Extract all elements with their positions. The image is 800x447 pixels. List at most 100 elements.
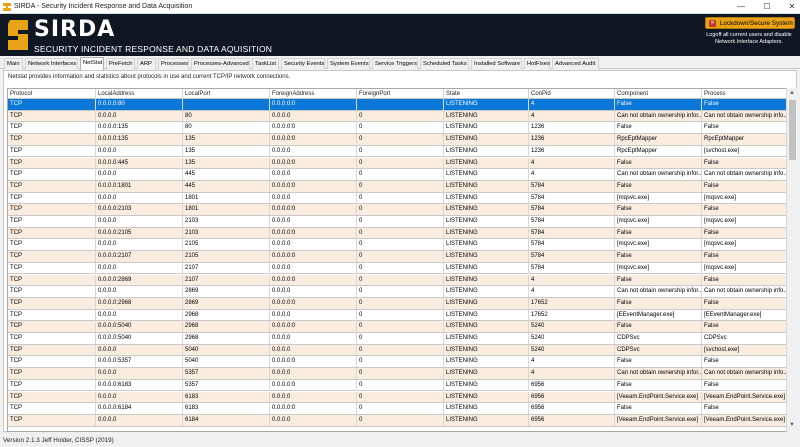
tab-service-triggers[interactable]: Service Triggers <box>372 58 418 69</box>
column-header-component[interactable]: Component <box>615 89 702 99</box>
cell-state: LISTENING <box>444 204 529 216</box>
scroll-down-icon[interactable]: ▼ <box>789 422 795 428</box>
table-row[interactable]: TCP 0.0.0.0:2968 2869 0.0.0.0:0 0 LISTENING 17… <box>8 297 786 310</box>
column-header-protocol[interactable]: Protocol <box>8 89 96 99</box>
table-row[interactable]: TCP 0.0.0.0:2105 2103 0.0.0.0:0 0 LISTENING 57… <box>8 227 786 240</box>
cell-process: Can not obtain ownership info... <box>702 169 786 180</box>
column-header-foreignaddress[interactable]: ForeignAddress <box>270 89 357 99</box>
scrollbar-thumb[interactable] <box>789 100 796 160</box>
lockdown-button[interactable]: ✕ Lockdown/Secure System <box>705 17 795 29</box>
cell-localaddress: 0.0.0.0 <box>96 169 183 181</box>
cell-foreignaddress: 0.0.0.0 <box>270 344 357 356</box>
tab-scheduled-tasks[interactable]: Scheduled Tasks <box>420 58 469 69</box>
cell-protocol: TCP <box>8 391 96 403</box>
table-row[interactable]: TCP 0.0.0.0 2968 0.0.0.0 0 LISTENING 17652 [EEv… <box>8 309 786 322</box>
cell-protocol: TCP <box>8 145 96 157</box>
vertical-scrollbar[interactable]: ▲ ▼ <box>786 88 797 432</box>
cell-localaddress: 0.0.0.0:2103 <box>96 204 183 216</box>
table-row[interactable]: TCP 0.0.0.0:2103 1801 0.0.0.0:0 0 LISTENING 57… <box>8 204 786 216</box>
tab-installed-software[interactable]: Installed Software <box>471 58 522 69</box>
scroll-up-icon[interactable]: ▲ <box>789 90 795 96</box>
column-header-foreignport[interactable]: ForeignPort <box>357 89 444 99</box>
close-button[interactable]: ✕ <box>788 2 796 11</box>
tab-hotfixes[interactable]: HotFixes <box>524 58 550 69</box>
column-header-localaddress[interactable]: LocalAddress <box>96 89 183 99</box>
netstat-grid[interactable]: Protocol LocalAddress LocalPort ForeignAddr… <box>7 88 787 432</box>
table-row[interactable]: TCP 0.0.0.0 5040 0.0.0.0 0 LISTENING 5240 CDPSv… <box>8 344 786 357</box>
cell-localaddress: 0.0.0.0 <box>96 110 183 122</box>
cell-state: LISTENING <box>444 169 529 181</box>
cell-component: RpcEptMapper <box>615 145 702 157</box>
cell-process: False <box>702 99 786 110</box>
cell-foreignport: 0 <box>357 321 444 333</box>
table-row[interactable]: TCP 0.0.0.0:1801 445 0.0.0.0:0 0 LISTENING 578… <box>8 180 786 193</box>
table-row[interactable]: TCP 0.0.0.0 135 0.0.0.0 0 LISTENING 1236 RpcEpt… <box>8 145 786 158</box>
table-row[interactable]: TCP 0.0.0.0 6183 0.0.0.0 0 LISTENING 6956 [Veea… <box>8 391 786 404</box>
table-row[interactable]: TCP 0.0.0.0:2869 2107 0.0.0.0:0 0 LISTENING 4 F… <box>8 274 786 287</box>
table-row[interactable]: TCP 0.0.0.0:80 0.0.0.0:0 LISTENING 4 False Fal… <box>8 99 786 111</box>
cell-conpid: 4 <box>529 286 615 298</box>
column-header-process[interactable]: Process <box>702 89 786 99</box>
cell-component: False <box>615 274 702 286</box>
column-header-conpid[interactable]: ConPid <box>529 89 615 99</box>
tab-processes[interactable]: Processes <box>158 58 189 69</box>
cell-state: LISTENING <box>444 403 529 415</box>
table-row[interactable]: TCP 0.0.0.0:6183 5357 0.0.0.0:0 0 LISTENING 69… <box>8 379 786 392</box>
table-row[interactable]: TCP 0.0.0.0:5040 2968 0.0.0.0 0 LISTENING 5240… <box>8 333 786 345</box>
table-row[interactable]: TCP 0.0.0.0:5357 5040 0.0.0.0:0 0 LISTENING 4 F… <box>8 356 786 369</box>
table-row[interactable]: TCP 0.0.0.0:5040 2968 0.0.0.0:0 0 LISTENING 52… <box>8 321 786 333</box>
cell-foreignport <box>357 99 444 110</box>
column-header-state[interactable]: State <box>444 89 529 99</box>
table-row[interactable]: TCP 0.0.0.0:445 135 0.0.0.0:0 0 LISTENING 4 Fal… <box>8 157 786 170</box>
cell-foreignport: 0 <box>357 251 444 263</box>
cell-localaddress: 0.0.0.0:2105 <box>96 227 183 239</box>
tab-network-interfaces[interactable]: Network Interfaces <box>25 58 78 69</box>
cell-protocol: TCP <box>8 110 96 122</box>
table-row[interactable]: TCP 0.0.0.0 445 0.0.0.0 0 LISTENING 4 Can not o… <box>8 169 786 181</box>
table-row[interactable]: TCP 0.0.0.0 5357 0.0.0.0 0 LISTENING 4 Can not … <box>8 368 786 380</box>
table-row[interactable]: TCP 0.0.0.0 80 0.0.0.0 0 LISTENING 4 Can not ob… <box>8 110 786 123</box>
cell-foreignaddress: 0.0.0.0 <box>270 309 357 321</box>
window-titlebar: SIRDA - Security Incident Response and D… <box>0 0 800 14</box>
cell-localaddress: 0.0.0.0:2869 <box>96 274 183 286</box>
table-row[interactable]: TCP 0.0.0.0 6184 0.0.0.0 0 LISTENING 6956 [Veea… <box>8 414 786 427</box>
table-row[interactable]: TCP 0.0.0.0:2107 2105 0.0.0.0:0 0 LISTENING 57… <box>8 251 786 263</box>
tab-arp[interactable]: ARP <box>137 58 156 69</box>
column-header-localport[interactable]: LocalPort <box>183 89 270 99</box>
table-row[interactable]: TCP 0.0.0.0 2105 0.0.0.0 0 LISTENING 5784 [mqsv… <box>8 239 786 252</box>
table-row[interactable]: TCP 0.0.0.0:6184 6183 0.0.0.0:0 0 LISTENING 69… <box>8 403 786 415</box>
netstat-description: Netstat provides information and statist… <box>8 74 291 80</box>
cell-foreignaddress: 0.0.0.0 <box>270 368 357 380</box>
cell-process: False <box>702 380 786 391</box>
tab-netstat[interactable]: NetStat <box>80 57 104 70</box>
tab-main[interactable]: Main <box>4 58 23 69</box>
cell-localaddress: 0.0.0.0:1801 <box>96 180 183 192</box>
cell-localaddress: 0.0.0.0:445 <box>96 157 183 169</box>
table-row[interactable]: TCP 0.0.0.0 1801 0.0.0.0 0 LISTENING 5784 [mqsv… <box>8 192 786 205</box>
table-row[interactable]: TCP 0.0.0.0 2107 0.0.0.0 0 LISTENING 5784 [mqsv… <box>8 262 786 275</box>
maximize-button[interactable]: ☐ <box>763 2 771 11</box>
cell-localport: 6183 <box>183 391 270 403</box>
cell-foreignaddress: 0.0.0.0:0 <box>270 122 357 134</box>
cell-localaddress: 0.0.0.0:6184 <box>96 403 183 415</box>
cell-process: False <box>702 403 786 414</box>
cell-foreignport: 0 <box>357 134 444 146</box>
cell-localport: 2105 <box>183 239 270 251</box>
cell-localaddress: 0.0.0.0 <box>96 368 183 380</box>
tab-advanced-audit[interactable]: Advanced Audit <box>552 58 599 69</box>
table-row[interactable]: TCP 0.0.0.0 2869 0.0.0.0 0 LISTENING 4 Can not … <box>8 286 786 298</box>
table-row[interactable]: TCP 0.0.0.0:135 80 0.0.0.0:0 0 LISTENING 1236 F… <box>8 122 786 135</box>
tab-tasklist[interactable]: TaskList <box>252 58 279 69</box>
minimize-button[interactable]: — <box>737 2 745 11</box>
table-row[interactable]: TCP 0.0.0.0:135 135 0.0.0.0:0 0 LISTENING 1236… <box>8 134 786 146</box>
tab-system-events[interactable]: System Events <box>327 58 370 69</box>
cell-localport: 445 <box>183 169 270 181</box>
cell-localaddress: 0.0.0.0:5357 <box>96 356 183 368</box>
table-row[interactable]: TCP 0.0.0.0 2103 0.0.0.0 0 LISTENING 5784 [mqsv… <box>8 216 786 228</box>
app-subtitle: SECURITY INCIDENT RESPONSE AND DATA AQUI… <box>34 44 273 54</box>
tab-security-events[interactable]: Security Events <box>281 58 325 69</box>
cell-localport <box>183 99 270 110</box>
lockdown-hint: Logoff all current users and disable Net… <box>706 32 792 45</box>
tab-prefetch[interactable]: PreFetch <box>106 58 135 69</box>
tab-processes-advanced[interactable]: Processes-Advanced <box>191 58 250 69</box>
